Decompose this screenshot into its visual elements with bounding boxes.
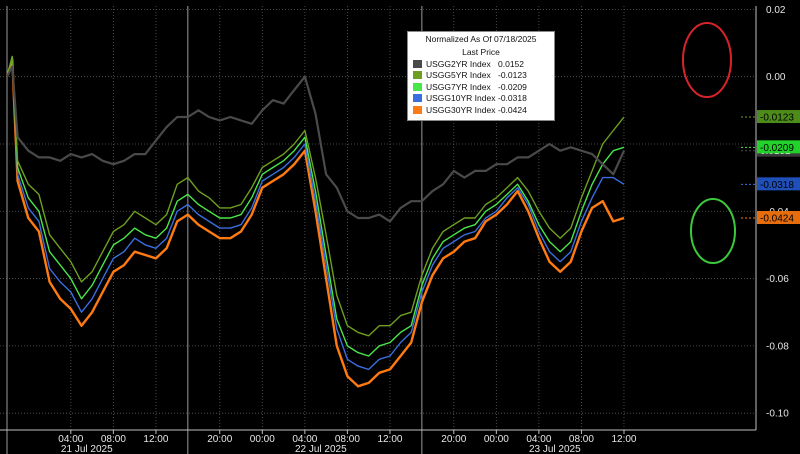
highlight-circle-green [690,198,736,264]
annotations [682,22,736,264]
x-date-label: 23 Jul 2025 [529,444,581,454]
x-tick-label: 08:00 [569,434,594,445]
x-tick-label: 08:00 [101,434,126,445]
last-value-text: -0.0424 [760,214,794,225]
legend-swatch [413,82,422,91]
legend-series-name: USGG5YR Index [426,70,491,81]
x-tick-label: 20:00 [441,434,466,445]
series-line-usgg5yr [6,55,625,337]
x-tick-label: 12:00 [143,434,168,445]
legend-series-value: -0.0424 [498,104,527,115]
grid-lines [0,6,756,430]
x-tick-label: 12:00 [377,434,402,445]
x-tick-label: 04:00 [292,434,317,445]
legend-title: Normalized As Of 07/18/2025 [425,34,537,44]
last-value-tag [757,140,800,154]
y-tick-label: 0.02 [766,5,786,16]
x-tick-label: 08:00 [335,434,360,445]
x-tick-label: 00:00 [250,434,275,445]
y-tick-label: -0.10 [766,409,789,420]
y-tick-label: -0.08 [766,341,789,352]
legend-series-value: -0.0123 [498,70,527,81]
x-tick-label: 04:00 [526,434,551,445]
legend-subtitle: Last Price [462,47,500,57]
legend-series-name: USGG10YR Index [426,93,496,104]
legend-series-value: 0.0152 [498,58,524,69]
last-value-tag [757,177,800,191]
legend-series-value: -0.0209 [498,81,527,92]
legend-swatch [413,105,422,114]
legend: Normalized As Of 07/18/2025 Last Price U… [407,31,555,121]
legend-swatch [413,71,422,80]
last-value-text: -0.0318 [760,180,794,191]
last-value-tag [757,211,800,224]
y-tick-label: -0.06 [766,274,789,285]
legend-swatch [413,59,422,68]
last-value-text: -0.0123 [760,113,794,124]
legend-item: USGG7YR Index -0.0209 [408,81,554,93]
legend-series-name: USGG2YR Index [426,58,491,69]
legend-swatch [413,94,422,103]
x-tick-label: 00:00 [484,434,509,445]
legend-item: USGG30YR Index -0.0424 [408,104,554,116]
series-line-usgg2yr [6,65,626,223]
series-line-usgg30yr [5,58,625,388]
x-tick-label: 12:00 [611,434,636,445]
legend-item: USGG2YR Index 0.0152 [408,58,554,70]
last-value-text: -0.0209 [760,143,794,154]
legend-series-name: USGG30YR Index [426,104,496,115]
x-date-label: 21 Jul 2025 [61,444,113,454]
series-line-usgg7yr [6,55,625,357]
x-date-label: 22 Jul 2025 [295,444,347,454]
x-tick-label: 04:00 [58,434,83,445]
legend-item: USGG5YR Index -0.0123 [408,70,554,82]
series-lines [5,55,626,388]
legend-series-value: -0.0318 [498,93,527,104]
highlight-circle-red [682,22,732,98]
x-tick-label: 20:00 [207,434,232,445]
last-value-tag [757,110,800,124]
x-axis: 04:00 08:00 12:00 20:00 00:00 04:00 08:00 12:00… [0,429,756,454]
y-tick-label: 0.00 [766,72,786,83]
last-value-labels: 0.0152-0.0123-0.0209-0.0318-0.0424 [741,110,800,225]
series-line-usgg10yr [6,55,625,371]
legend-rows: USGG2YR Index 0.0152 USGG5YR Index -0.0123 U… [408,58,554,116]
legend-item: USGG10YR Index -0.0318 [408,93,554,105]
legend-series-name: USGG7YR Index [426,81,491,92]
